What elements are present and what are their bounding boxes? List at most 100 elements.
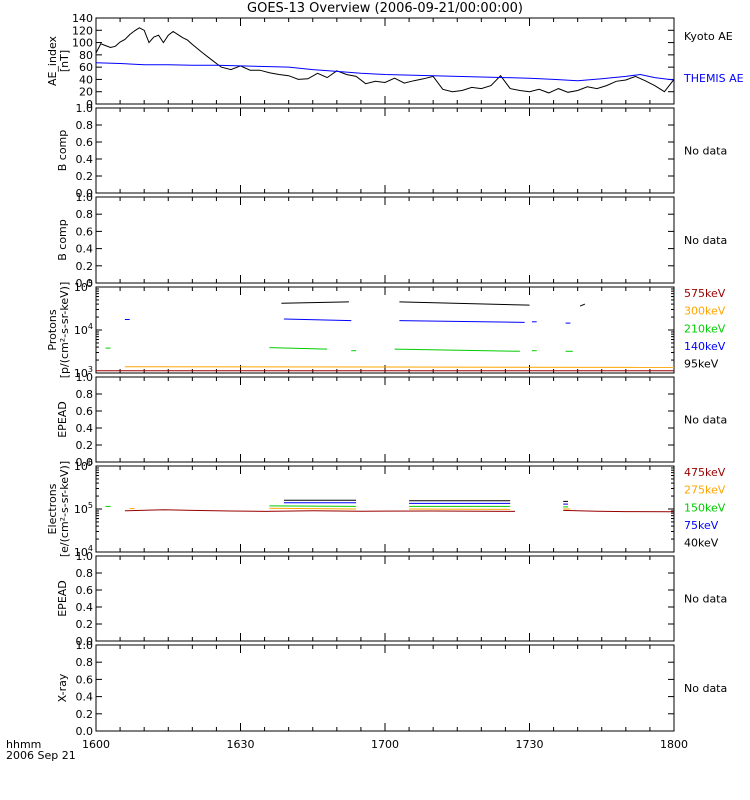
panel-frame (95, 555, 675, 642)
legend-entry: Kyoto AE (684, 30, 733, 43)
series-150kev (269, 505, 357, 507)
y-tick-label: 0.0 (76, 456, 94, 469)
legend-entry: 95keV (684, 358, 719, 371)
footer-hhmm: hhmm (6, 738, 42, 751)
x-tick-label: 1630 (227, 738, 255, 751)
legend-entry: 210keV (684, 322, 726, 335)
y-axis-label: AE_index (46, 35, 59, 86)
y-tick-label: 104 (74, 544, 93, 559)
legend-entry: 150keV (684, 501, 726, 514)
y-tick-label: 1.0 (76, 639, 94, 652)
panel-electrons: 104 105 106 Electrons [e/(cm²-s-sr-keV)] 475k… (46, 458, 726, 559)
y-tick-label: 60 (79, 61, 93, 74)
y-tick-label: 0.6 (76, 225, 94, 238)
legend-entry: 300keV (684, 305, 726, 318)
panel-epead2: 0.0 0.2 0.4 0.6 0.8 1.0 EPEAD No data (56, 550, 727, 648)
legend-entry: 275keV (684, 484, 726, 497)
y-tick-label: 106 (74, 458, 93, 473)
y-tick-label: 0.2 (76, 618, 94, 631)
series-95kev (579, 303, 586, 307)
x-tick-label: 1800 (660, 738, 688, 751)
y-tick-label: 80 (79, 49, 93, 62)
panel-frame (95, 376, 675, 463)
figure-title: GOES-13 Overview (2006-09-21/00:00:00) (247, 1, 523, 16)
series-kyoto-ae (95, 27, 675, 94)
y-tick-label: 0.4 (76, 691, 94, 704)
series-140kev (283, 318, 352, 322)
no-data-label: No data (684, 682, 727, 695)
footer-date: 2006 Sep 21 (6, 749, 76, 762)
y-tick-label: 0.8 (76, 567, 94, 580)
panel-frame (95, 196, 675, 284)
y-axis-label: Protons (46, 309, 59, 350)
y-tick-label: 20 (79, 86, 93, 99)
y-tick-label: 120 (72, 24, 93, 37)
y-tick-label: 40 (79, 73, 93, 86)
panel-bcomp2: 0.0 0.2 0.4 0.6 0.8 1.0 B comp No data (56, 191, 727, 290)
y-tick-label: 0.4 (76, 601, 94, 614)
y-tick-label: 103 (74, 365, 93, 380)
series-300kev (124, 366, 675, 368)
y-tick-label: 0.4 (76, 243, 94, 256)
legend-entry: 475keV (684, 466, 726, 479)
panel-frame (95, 644, 675, 732)
legend-entry: 575keV (684, 287, 726, 300)
y-axis-label: X-ray (56, 673, 69, 702)
y-tick-label: 0.4 (76, 422, 94, 435)
y-tick-label: 1.0 (76, 191, 94, 204)
no-data-label: No data (684, 234, 727, 247)
series-275kev (269, 507, 357, 510)
y-axis-label: [p/(cm²-s-sr-keV)] (58, 282, 71, 379)
panel-protons: 103 104 105 Protons [p/(cm²-s-sr-keV)] 575keV… (46, 279, 726, 380)
y-axis-label: EPEAD (56, 401, 69, 438)
y-tick-label: 0.8 (76, 388, 94, 401)
series-themis-ae (95, 62, 675, 82)
y-tick-label: 0.8 (76, 119, 94, 132)
y-tick-label: 0.8 (76, 208, 94, 221)
y-tick-label: 0.4 (76, 153, 94, 166)
y-tick-label: 1.0 (76, 550, 94, 563)
series-210kev (269, 347, 328, 350)
legend-entry: 75keV (684, 519, 719, 532)
y-tick-label: 0.6 (76, 584, 94, 597)
y-tick-label: 0.6 (76, 136, 94, 149)
no-data-label: No data (684, 145, 727, 158)
y-tick-label: 104 (74, 322, 93, 337)
series-475kev (124, 509, 516, 512)
y-tick-label: 105 (74, 501, 93, 516)
y-tick-label: 0.0 (76, 187, 94, 200)
y-tick-label: 100 (72, 37, 93, 50)
series-475kev (563, 509, 675, 513)
y-tick-label: 140 (72, 12, 93, 25)
y-tick-label: 0.2 (76, 260, 94, 273)
y-tick-label: 0.2 (76, 439, 94, 452)
x-tick-label: 1600 (82, 738, 110, 751)
panel-frame (95, 286, 675, 374)
legend-entry: 40keV (684, 537, 719, 550)
y-tick-label: 1.0 (76, 371, 94, 384)
y-tick-label: 0.8 (76, 656, 94, 669)
panel-frame (95, 17, 675, 105)
series-95kev (399, 301, 530, 306)
y-axis-label: B comp (56, 130, 69, 172)
series-210kev (394, 348, 520, 352)
panel-bcomp1: 0.0 0.2 0.4 0.6 0.8 1.0 B comp No data (56, 102, 727, 200)
y-tick-label: 0.0 (76, 635, 94, 648)
no-data-label: No data (684, 593, 727, 606)
x-tick-label: 1730 (516, 738, 544, 751)
y-tick-label: 0 (86, 98, 93, 111)
y-tick-label: 1.0 (76, 102, 94, 115)
y-tick-label: 0.0 (76, 277, 94, 290)
y-axis-label: B comp (56, 219, 69, 261)
y-tick-label: 0.6 (76, 405, 94, 418)
y-tick-label: 105 (74, 279, 93, 294)
legend-entry: THEMIS AE (683, 72, 744, 85)
series-95kev (281, 301, 349, 304)
panel-frame (95, 465, 675, 553)
panel-epead1: 0.0 0.2 0.4 0.6 0.8 1.0 EPEAD No data (56, 371, 727, 469)
y-tick-label: 0.2 (76, 170, 94, 183)
legend-entry: 140keV (684, 340, 726, 353)
y-axis-label: [e/(cm²-s-sr-keV)] (58, 461, 71, 557)
